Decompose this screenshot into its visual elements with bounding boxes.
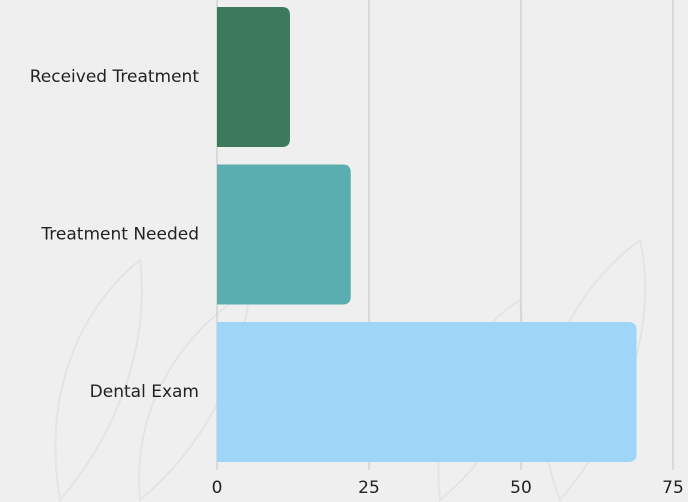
x-tick-label: 75 <box>662 478 684 498</box>
bar <box>217 164 351 305</box>
x-tick-label: 25 <box>358 478 380 498</box>
y-tick-label: Treatment Needed <box>40 225 199 245</box>
y-tick-label: Received Treatment <box>30 67 200 87</box>
x-tick-label: 0 <box>212 478 223 498</box>
y-tick-label: Dental Exam <box>90 382 199 402</box>
bar <box>217 7 290 147</box>
x-tick-label: 50 <box>510 478 532 498</box>
bar <box>217 322 637 462</box>
